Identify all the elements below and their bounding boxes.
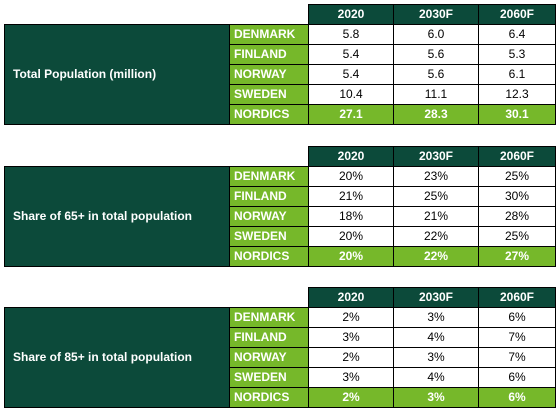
year-header: 2060F [478,146,556,167]
year-header: 2020 [308,287,394,308]
value-cell: 11.1 [393,84,479,105]
year-header: 2020 [308,146,394,167]
value-cell: 5.6 [393,44,479,65]
country-label: FINLAND [229,44,309,65]
value-cell: 5.4 [308,44,394,65]
value-cell: 21% [308,186,394,207]
nordics-label: NORDICS [229,387,309,408]
year-header: 2060F [478,4,556,25]
value-cell: 3% [393,347,479,368]
value-cell: 5.3 [478,44,556,65]
value-cell: 3% [308,327,394,348]
country-label: SWEDEN [229,226,309,247]
metric-label: Total Population (million) [4,24,230,125]
blank-corner [4,287,309,308]
year-header: 2030F [393,4,479,25]
value-cell: 6% [478,307,556,328]
nordics-value-cell: 3% [393,387,479,408]
country-label: NORWAY [229,64,309,85]
value-cell: 25% [393,186,479,207]
country-label: FINLAND [229,327,309,348]
country-label: SWEDEN [229,84,309,105]
year-header: 2030F [393,146,479,167]
value-cell: 2% [308,307,394,328]
value-cell: 6.0 [393,24,479,45]
value-cell: 5.6 [393,64,479,85]
blank-corner [4,4,309,25]
value-cell: 6% [478,367,556,388]
nordics-value-cell: 28.3 [393,104,479,125]
country-label: FINLAND [229,186,309,207]
share-65-plus-table: 2020 2030F 2060F Share of 65+ in total p… [4,146,556,267]
nordics-value-cell: 20% [308,246,394,267]
value-cell: 3% [393,307,479,328]
year-header: 2030F [393,287,479,308]
value-cell: 4% [393,327,479,348]
value-cell: 5.4 [308,64,394,85]
country-label: DENMARK [229,166,309,187]
country-label: NORWAY [229,347,309,368]
value-cell: 2% [308,347,394,368]
value-cell: 20% [308,226,394,247]
year-header: 2060F [478,287,556,308]
blank-corner [4,146,309,167]
value-cell: 10.4 [308,84,394,105]
value-cell: 7% [478,327,556,348]
nordics-value-cell: 27% [478,246,556,267]
nordics-label: NORDICS [229,104,309,125]
value-cell: 25% [478,166,556,187]
value-cell: 20% [308,166,394,187]
value-cell: 6.4 [478,24,556,45]
value-cell: 28% [478,206,556,227]
value-cell: 4% [393,367,479,388]
value-cell: 22% [393,226,479,247]
nordics-value-cell: 30.1 [478,104,556,125]
nordics-value-cell: 27.1 [308,104,394,125]
metric-label: Share of 65+ in total population [4,166,230,267]
country-label: DENMARK [229,307,309,328]
value-cell: 18% [308,206,394,227]
value-cell: 21% [393,206,479,227]
nordics-value-cell: 2% [308,387,394,408]
country-label: NORWAY [229,206,309,227]
country-label: SWEDEN [229,367,309,388]
value-cell: 30% [478,186,556,207]
value-cell: 5.8 [308,24,394,45]
value-cell: 7% [478,347,556,368]
nordics-label: NORDICS [229,246,309,267]
country-label: DENMARK [229,24,309,45]
value-cell: 3% [308,367,394,388]
value-cell: 12.3 [478,84,556,105]
value-cell: 25% [478,226,556,247]
total-population-table: 2020 2030F 2060F Total Population (milli… [4,4,556,125]
year-header: 2020 [308,4,394,25]
share-85-plus-table: 2020 2030F 2060F Share of 85+ in total p… [4,287,556,408]
value-cell: 6.1 [478,64,556,85]
metric-label: Share of 85+ in total population [4,307,230,408]
value-cell: 23% [393,166,479,187]
nordics-value-cell: 22% [393,246,479,267]
